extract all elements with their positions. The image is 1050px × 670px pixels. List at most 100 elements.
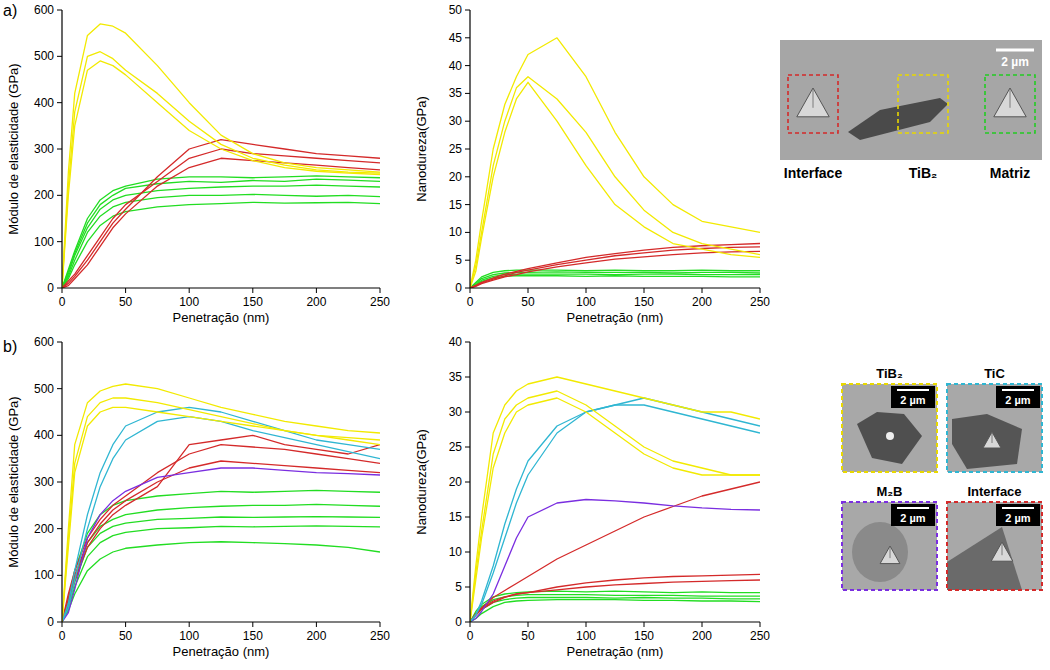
indent (797, 88, 829, 117)
x-tick-label: 150 (243, 629, 263, 643)
particle (852, 522, 908, 582)
y-tick (465, 342, 470, 343)
series-line (470, 274, 760, 288)
series-line (470, 244, 760, 288)
micrograph-frame (842, 384, 937, 472)
x-tick-label: 200 (306, 295, 326, 309)
micrograph-bg (947, 384, 1042, 472)
series-line (470, 580, 760, 622)
indent-edge (813, 88, 814, 108)
series-line (62, 517, 380, 622)
y-tick-label: 10 (449, 225, 463, 239)
y-tick-label: 30 (449, 405, 463, 419)
y-tick (465, 93, 470, 94)
y-tick-label: 500 (34, 382, 54, 396)
panel-letter: a) (3, 2, 17, 19)
series-line (470, 398, 760, 622)
series-group (62, 24, 380, 288)
x-tick (125, 288, 126, 293)
series-line (62, 417, 380, 622)
y-tick (465, 587, 470, 588)
series-line (470, 82, 760, 288)
scale-bar-bg (996, 504, 1040, 526)
series-line (470, 598, 760, 623)
scale-bar-label: 2 µm (900, 512, 926, 524)
x-tick (316, 622, 317, 627)
x-tick-label: 0 (59, 629, 66, 643)
indent (994, 88, 1026, 117)
region-box (788, 75, 838, 133)
series-line (62, 461, 380, 622)
series-line (62, 526, 380, 622)
x-tick-label: 150 (634, 629, 654, 643)
y-tick-label: 200 (34, 522, 54, 536)
region-label: Matriz (990, 165, 1030, 181)
micrograph-bg (842, 502, 937, 590)
y-tick (57, 102, 62, 103)
x-tick (62, 288, 63, 293)
series-group (470, 38, 760, 288)
micrograph-bg (842, 384, 937, 472)
x-tick (125, 622, 126, 627)
series-line (62, 398, 380, 622)
x-tick-label: 200 (692, 629, 712, 643)
y-tick-label: 35 (449, 370, 463, 384)
x-tick (380, 622, 381, 627)
y-tick (57, 149, 62, 150)
y-tick (465, 412, 470, 413)
y-tick (57, 10, 62, 11)
series-line (62, 185, 380, 288)
y-tick-label: 5 (455, 253, 462, 267)
y-axis-title: Módulo de elasticidade (GPa) (6, 63, 21, 234)
x-tick (528, 622, 529, 627)
indent (886, 432, 894, 440)
x-tick-label: 100 (179, 629, 199, 643)
x-tick-label: 0 (59, 295, 66, 309)
micrograph-bg (780, 40, 1042, 160)
x-tick-label: 50 (521, 295, 535, 309)
y-tick (465, 121, 470, 122)
x-tick (380, 288, 381, 293)
x-tick (189, 622, 190, 627)
series-line (62, 24, 380, 288)
x-tick-label: 250 (370, 295, 390, 309)
y-tick (465, 377, 470, 378)
series-line (62, 202, 380, 288)
scale-bar-bg (891, 386, 935, 408)
micrograph-label: TiC (984, 366, 1005, 381)
x-tick-label: 100 (576, 295, 596, 309)
y-tick-label: 15 (449, 198, 463, 212)
series-line (62, 61, 380, 288)
y-tick-label: 20 (449, 475, 463, 489)
scale-bar-bg (996, 386, 1040, 408)
y-axis-title: Nanodureza(GPa) (414, 96, 429, 202)
micrograph: 2 µmTiB₂ (842, 366, 937, 472)
series-line (62, 435, 380, 622)
series-line (470, 377, 760, 622)
y-tick-label: 40 (449, 59, 463, 73)
x-axis (470, 621, 760, 622)
y-tick-label: 30 (449, 114, 463, 128)
y-tick-label: 200 (34, 188, 54, 202)
x-tick-label: 250 (370, 629, 390, 643)
x-tick-label: 0 (467, 295, 474, 309)
indent-edge (890, 546, 891, 558)
scale-bar (996, 49, 1034, 52)
micrograph-bg (947, 502, 1042, 590)
indent-edge (1010, 88, 1011, 108)
y-axis-title: Nanodureza(GPa) (414, 429, 429, 535)
y-tick (465, 10, 470, 11)
series-line (470, 398, 760, 622)
y-tick (57, 342, 62, 343)
series-line (62, 384, 380, 622)
indent-edge (992, 432, 993, 443)
x-tick (316, 288, 317, 293)
y-tick (57, 528, 62, 529)
x-tick (760, 622, 761, 627)
y-tick-label: 50 (449, 3, 463, 17)
chart: 0501001502002500100200300400500600Penetr… (6, 3, 390, 325)
y-tick-label: 5 (455, 580, 462, 594)
x-tick (760, 288, 761, 293)
x-tick (528, 288, 529, 293)
x-tick (470, 288, 471, 293)
